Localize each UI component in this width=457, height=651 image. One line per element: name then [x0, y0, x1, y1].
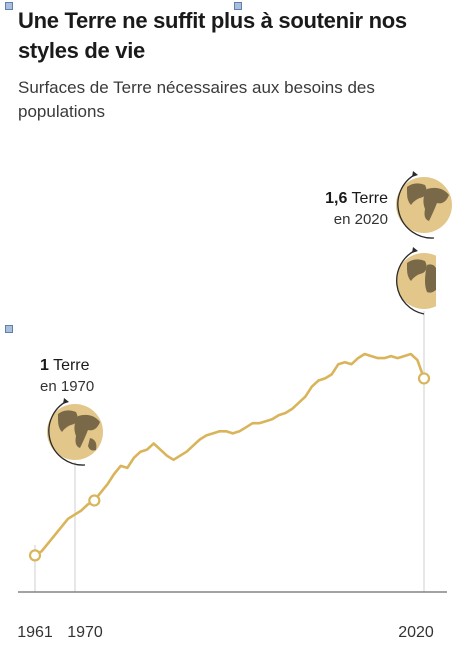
markers — [30, 373, 429, 560]
annotation-2020-caption: en 2020 — [334, 211, 388, 228]
x-tick-2020: 2020 — [398, 624, 434, 641]
annotation-1970-caption: en 1970 — [40, 378, 94, 395]
annotation-2020-value: 1,6 Terre — [325, 190, 388, 207]
marker-1970 — [89, 495, 99, 505]
partial-earth-globe-icon — [396, 247, 452, 314]
marker-1961 — [30, 550, 40, 560]
marker-2020 — [419, 373, 429, 383]
annotation-2020: 1,6 Terre en 2020 — [325, 171, 452, 314]
x-tick-1961: 1961 — [17, 624, 53, 641]
annotation-1970: 1 Terre en 1970 — [40, 357, 103, 465]
x-tick-labels: 1961 1970 2020 — [17, 624, 434, 641]
x-tick-1970: 1970 — [67, 624, 103, 641]
earth-globe-icon — [47, 398, 103, 465]
annotation-1970-value: 1 Terre — [40, 357, 90, 374]
earth-globe-icon — [396, 171, 452, 238]
